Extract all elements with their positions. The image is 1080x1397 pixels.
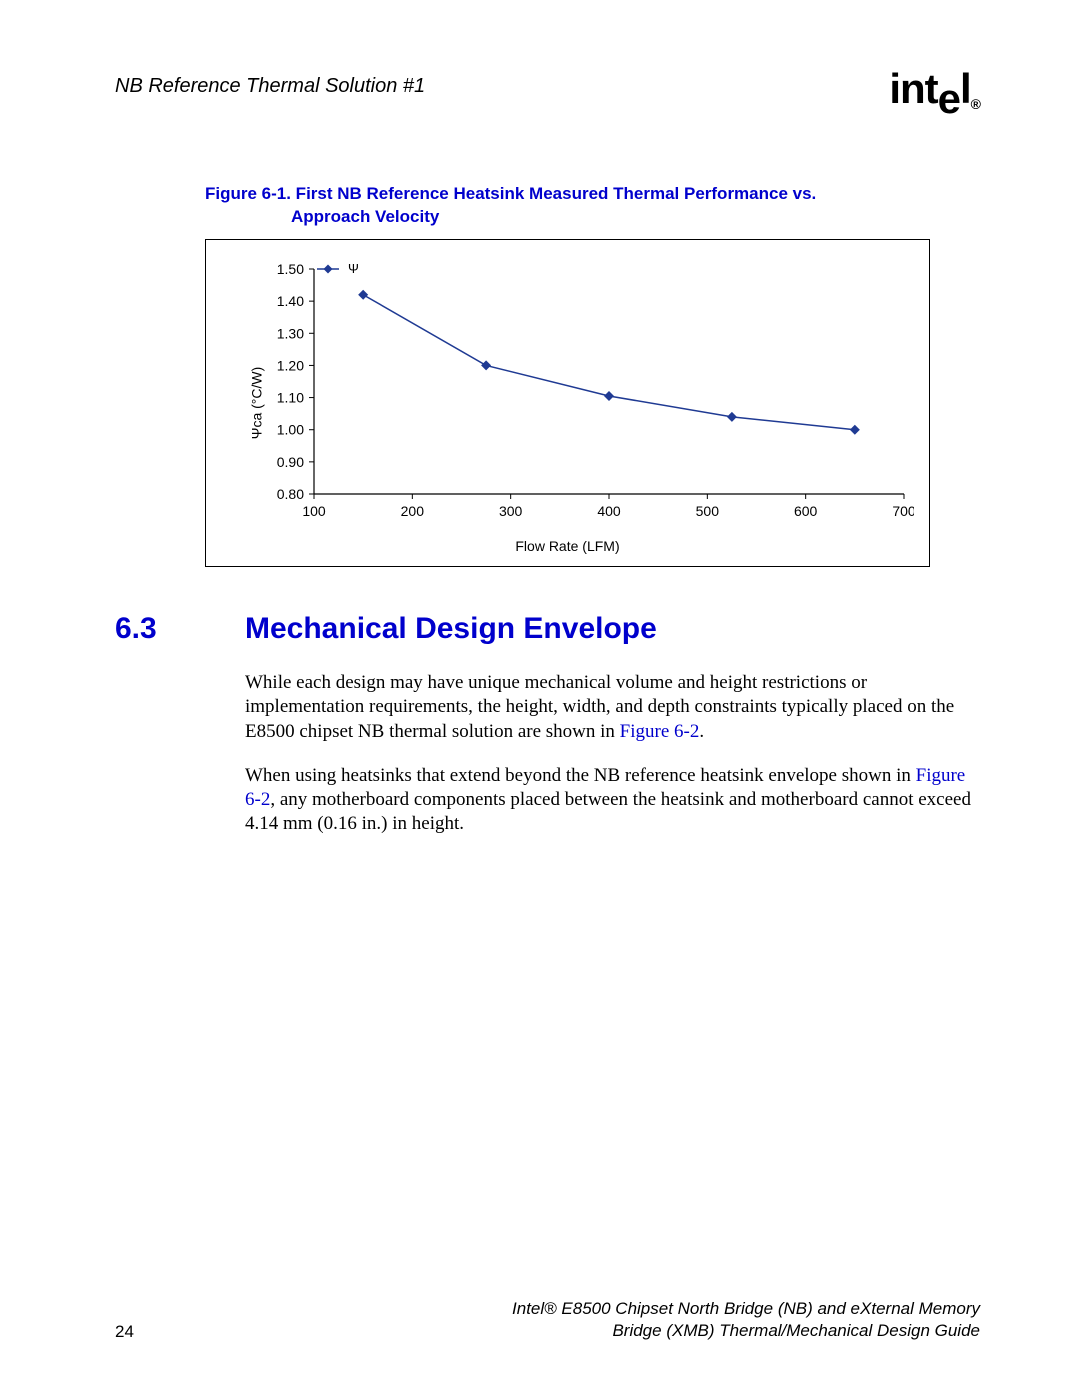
svg-text:1.10: 1.10 xyxy=(277,389,304,405)
p2-text-a: When using heatsinks that extend beyond … xyxy=(245,765,916,786)
logo-drop-e: e xyxy=(938,75,960,122)
svg-text:500: 500 xyxy=(696,503,720,519)
page-header: NB Reference Thermal Solution #1 intel® xyxy=(115,75,980,123)
chart-x-axis-label: Flow Rate (LFM) xyxy=(206,538,929,554)
svg-text:1.20: 1.20 xyxy=(277,357,304,373)
figure-6-2-link[interactable]: Figure 6-2 xyxy=(620,721,700,742)
svg-text:400: 400 xyxy=(597,503,621,519)
footer-line2: Bridge (XMB) Thermal/Mechanical Design G… xyxy=(612,1321,980,1340)
svg-text:600: 600 xyxy=(794,503,818,519)
page-number: 24 xyxy=(115,1322,134,1342)
svg-text:300: 300 xyxy=(499,503,523,519)
page-footer: 24 Intel® E8500 Chipset North Bridge (NB… xyxy=(115,1298,980,1342)
p1-text-b: . xyxy=(699,721,704,742)
chart-container: Ψca (°C/W) 0.800.901.001.101.201.301.401… xyxy=(205,239,930,567)
figure-caption: Figure 6-1. First NB Reference Heatsink … xyxy=(205,183,980,229)
section-title: Mechanical Design Envelope xyxy=(245,612,657,646)
svg-text:700: 700 xyxy=(892,503,914,519)
running-title: NB Reference Thermal Solution #1 xyxy=(115,75,425,98)
svg-text:1.50: 1.50 xyxy=(277,264,304,277)
paragraph-1: While each design may have unique mechan… xyxy=(245,671,980,744)
chart-plot: 0.80 0.90 1.00 1.10 1.20 1.30 1.40 1.50 100 200 30… xyxy=(254,264,914,549)
logo-registered: ® xyxy=(971,96,980,112)
svg-text:1.00: 1.00 xyxy=(277,422,304,438)
figure-caption-line1: Figure 6-1. First NB Reference Heatsink … xyxy=(205,184,816,203)
footer-line1: Intel® E8500 Chipset North Bridge (NB) a… xyxy=(512,1299,980,1318)
svg-text:0.90: 0.90 xyxy=(277,454,304,470)
svg-text:Ψ: Ψ xyxy=(348,264,359,276)
svg-text:1.30: 1.30 xyxy=(277,325,304,341)
p1-text-a: While each design may have unique mechan… xyxy=(245,672,954,742)
svg-text:1.40: 1.40 xyxy=(277,293,304,309)
logo-part-2: l xyxy=(960,65,971,112)
section-number: 6.3 xyxy=(115,612,245,646)
section-heading: 6.3 Mechanical Design Envelope xyxy=(115,612,980,646)
p2-text-b: , any motherboard components placed betw… xyxy=(245,789,971,834)
footer-doc-title: Intel® E8500 Chipset North Bridge (NB) a… xyxy=(512,1298,980,1342)
svg-text:0.80: 0.80 xyxy=(277,486,304,502)
logo-part-1: int xyxy=(889,65,937,112)
figure-caption-line2: Approach Velocity xyxy=(291,206,980,229)
paragraph-2: When using heatsinks that extend beyond … xyxy=(245,764,980,837)
svg-text:100: 100 xyxy=(302,503,326,519)
svg-text:200: 200 xyxy=(401,503,425,519)
intel-logo: intel® xyxy=(889,65,980,113)
